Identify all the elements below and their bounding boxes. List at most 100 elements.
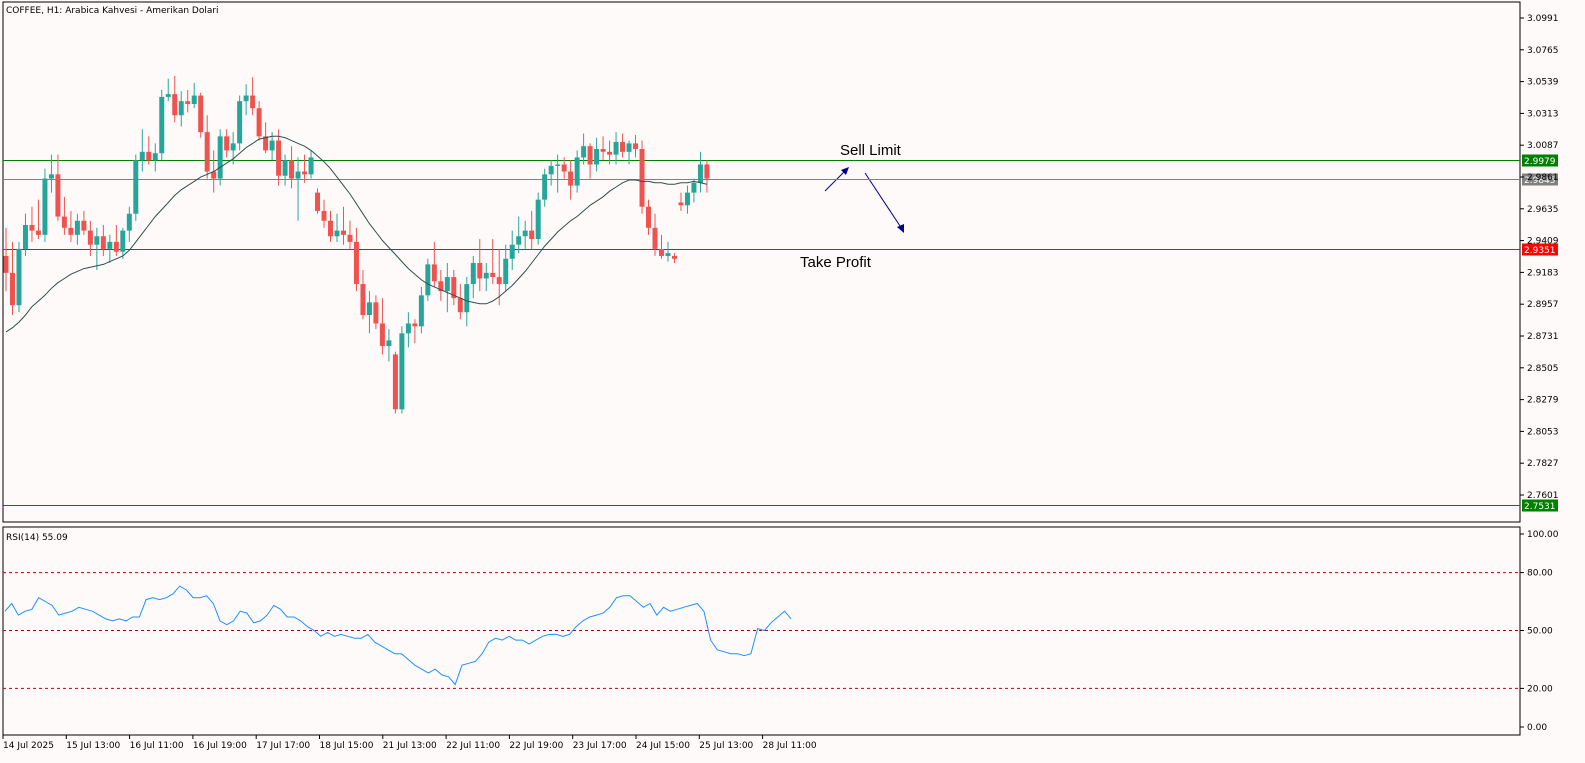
candle-body [68, 227, 74, 235]
candle-body [87, 230, 93, 245]
candle-body [61, 216, 67, 228]
candle-body [684, 192, 690, 206]
candle-body [237, 101, 243, 144]
candle-body [470, 262, 476, 285]
candle-body [477, 262, 483, 279]
price-tick-label: 3.0087 [1527, 141, 1559, 151]
time-tick-label: 22 Jul 19:00 [509, 741, 563, 751]
candle-body [386, 340, 392, 346]
candle-body [42, 178, 48, 235]
sell-limit-annotation: Sell Limit [840, 142, 902, 159]
price-tick-label: 2.9861 [1527, 173, 1559, 183]
price-tick-label: 2.8505 [1527, 364, 1559, 374]
candle-body [633, 143, 639, 149]
candle-body [626, 143, 632, 152]
time-tick-label: 24 Jul 15:00 [636, 741, 690, 751]
price-tick-label: 2.9409 [1527, 237, 1559, 247]
candle-body [74, 220, 80, 235]
candle-body [321, 210, 327, 221]
candle-body [509, 244, 515, 259]
candle-body [607, 151, 613, 155]
candle-body [295, 171, 301, 179]
candle-body [561, 164, 567, 172]
candle-body [113, 241, 119, 252]
candle-body [425, 264, 431, 296]
candle-body [94, 236, 100, 245]
candle-body [185, 101, 191, 104]
candle-body [665, 253, 671, 256]
candle-body [658, 248, 664, 256]
candle-body [29, 224, 35, 231]
candle-body [548, 165, 554, 175]
price-tick-label: 2.8053 [1527, 427, 1559, 437]
candle-body [35, 230, 41, 235]
candle-body [555, 164, 561, 166]
rsi-line [4, 585, 792, 686]
rsi-tick-label: 20.00 [1527, 684, 1553, 694]
candle-body [308, 157, 314, 175]
candle-body [496, 277, 502, 285]
candle-body [334, 230, 340, 237]
price-level-tag [1522, 499, 1558, 512]
rsi-tick-label: 80.00 [1527, 569, 1553, 579]
candle-body [55, 174, 61, 217]
candle-body [418, 295, 424, 327]
candle-body [146, 151, 152, 161]
candle-body [542, 174, 548, 200]
rsi-tick-label: 100.00 [1527, 530, 1559, 540]
candle-body [516, 236, 522, 245]
time-tick-label: 18 Jul 15:00 [320, 741, 374, 751]
time-tick-label: 25 Jul 13:00 [699, 741, 753, 751]
candle-body [152, 153, 158, 161]
candle-body [360, 284, 366, 316]
candle-body [457, 298, 463, 313]
price-level-tag [1522, 173, 1558, 186]
candle-body [100, 236, 106, 249]
candle-body [204, 132, 210, 172]
time-tick-label: 17 Jul 17:00 [256, 741, 310, 751]
candle-body [243, 95, 249, 102]
candle-body [340, 230, 346, 235]
price-tick-label: 2.9183 [1527, 268, 1559, 278]
candle-body [230, 143, 236, 151]
candle-body [198, 95, 204, 133]
candle-body [328, 220, 333, 237]
candle-body [159, 96, 165, 154]
price-tick-label: 2.8957 [1527, 300, 1559, 310]
candle-body [107, 241, 113, 249]
candle-body [353, 241, 359, 285]
candle-body [120, 230, 126, 252]
candle-body [522, 230, 528, 237]
candle-body [9, 272, 15, 306]
price-level-tag [1522, 243, 1558, 256]
candle-body [172, 94, 178, 116]
candle-body [48, 174, 54, 179]
moving-average-line [5, 135, 708, 333]
price-panel-frame [2, 1, 1521, 523]
candle-body [276, 140, 282, 176]
candle-body [191, 95, 197, 104]
price-level-label: 2.9979 [1524, 157, 1556, 167]
candle-body [392, 354, 398, 410]
price-level-label: 2.9845 [1524, 176, 1556, 186]
candle-body [211, 171, 217, 179]
candle-body [399, 333, 405, 410]
candle-body [568, 171, 574, 186]
time-tick-label: 23 Jul 17:00 [573, 741, 627, 751]
price-tick-label: 2.7601 [1527, 491, 1559, 501]
candle-body [678, 202, 684, 206]
candle-body [646, 206, 652, 228]
candle-body [438, 281, 444, 292]
candle-body [379, 323, 385, 346]
candle-body [704, 164, 710, 179]
candle-body [256, 108, 262, 137]
candle-body [691, 182, 697, 193]
take-profit-annotation: Take Profit [800, 254, 872, 271]
candle-body [224, 136, 230, 151]
time-tick-label: 16 Jul 11:00 [130, 741, 184, 751]
sell-limit-arrow-up [824, 167, 849, 192]
candle-body [263, 136, 269, 151]
price-tick-label: 3.0991 [1527, 14, 1559, 24]
price-tick-label: 3.0313 [1527, 109, 1559, 119]
candle-body [3, 255, 9, 273]
